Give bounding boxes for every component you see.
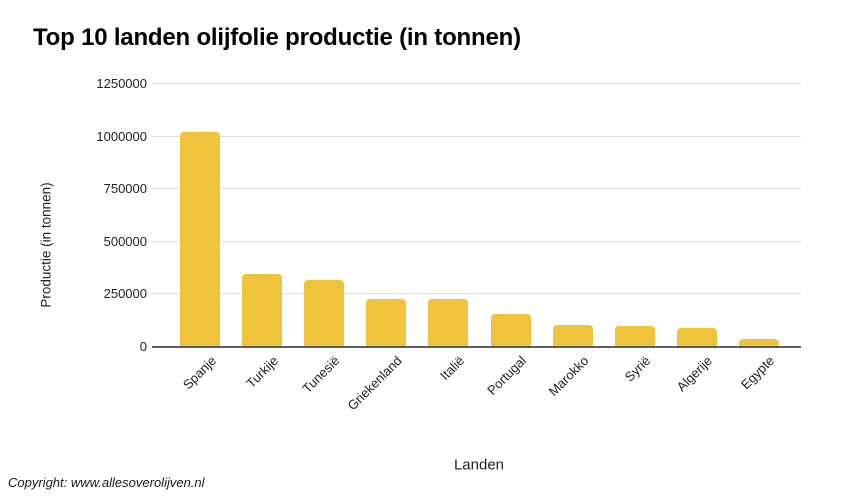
chart-title: Top 10 landen olijfolie productie (in to… — [33, 24, 521, 51]
gridline — [152, 293, 801, 295]
y-tick-label: 1000000 — [96, 128, 147, 144]
gridline — [152, 135, 801, 137]
y-axis-title: Productie (in tonnen) — [38, 182, 54, 308]
bar-griekenland — [366, 298, 407, 346]
x-axis-line — [152, 346, 801, 348]
x-tick-label: Marokko — [545, 353, 592, 399]
bar-algerije — [676, 328, 717, 346]
bar-itali- — [428, 299, 469, 346]
gridline — [152, 188, 801, 190]
gridline — [152, 83, 801, 84]
y-tick-label: 750000 — [103, 181, 147, 197]
y-tick-label: 250000 — [103, 286, 147, 302]
x-tick-label: Algerije — [674, 353, 716, 395]
x-tick-label: Italië — [436, 353, 467, 384]
x-tick-label: Turkije — [242, 353, 281, 391]
y-tick-label: 500000 — [103, 233, 147, 249]
bar-portugal — [490, 314, 531, 346]
x-tick-label: Portugal — [484, 353, 530, 398]
x-tick-label: Syrië — [621, 353, 654, 385]
x-axis-title: Landen — [453, 456, 505, 474]
bar-marokko — [552, 325, 593, 346]
bar-tunesi- — [304, 279, 345, 346]
y-tick-label: 1250000 — [96, 76, 147, 91]
copyright-text: Copyright: www.allesoverolijven.nl — [8, 475, 205, 490]
y-tick-label: 0 — [139, 339, 147, 354]
x-tick-label: Spanje — [179, 353, 219, 393]
gridline — [152, 240, 801, 242]
x-tick-label: Egypte — [738, 353, 778, 393]
x-tick-label: Tunesië — [299, 353, 343, 396]
bar-egypte — [738, 338, 779, 346]
x-tick-label: Griekenland — [344, 353, 405, 414]
bar-syri- — [614, 326, 655, 346]
bar-spanje — [180, 132, 220, 346]
bar-turkije — [242, 274, 283, 346]
